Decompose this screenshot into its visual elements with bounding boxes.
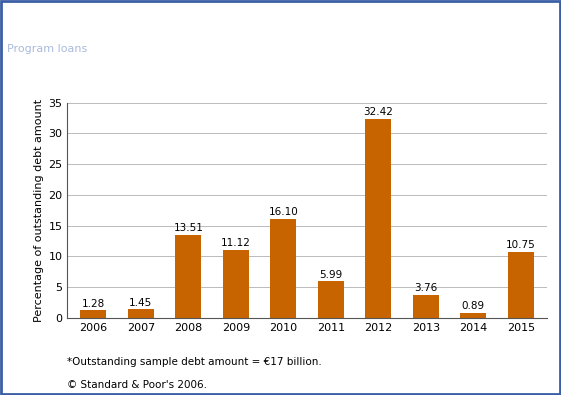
Bar: [176, 235, 201, 318]
Bar: [365, 118, 392, 318]
Text: 32.42: 32.42: [364, 107, 393, 117]
Text: Chart 5: Percentage Of Outstanding Debt Amount* In Each Year: Chart 5: Percentage Of Outstanding Debt …: [7, 11, 454, 24]
Bar: [223, 250, 249, 318]
Bar: [80, 310, 107, 318]
Text: © Standard & Poor's 2006.: © Standard & Poor's 2006.: [67, 380, 208, 390]
Text: 16.10: 16.10: [269, 207, 298, 217]
Text: 13.51: 13.51: [173, 223, 203, 233]
Bar: [270, 219, 296, 318]
Text: 1.45: 1.45: [129, 297, 153, 308]
Bar: [128, 309, 154, 318]
Bar: [508, 252, 534, 318]
Y-axis label: Percentage of outstanding debt amount: Percentage of outstanding debt amount: [34, 99, 44, 322]
Text: 10.75: 10.75: [506, 240, 536, 250]
Text: 0.89: 0.89: [462, 301, 485, 311]
Bar: [413, 295, 439, 318]
Bar: [461, 312, 486, 318]
Text: 3.76: 3.76: [414, 283, 438, 293]
Text: 5.99: 5.99: [319, 270, 343, 280]
Text: 11.12: 11.12: [221, 238, 251, 248]
Text: *Outstanding sample debt amount = €17 billion.: *Outstanding sample debt amount = €17 bi…: [67, 357, 322, 367]
Text: Program loans: Program loans: [7, 44, 87, 54]
Text: 1.28: 1.28: [82, 299, 105, 308]
Bar: [318, 281, 344, 318]
